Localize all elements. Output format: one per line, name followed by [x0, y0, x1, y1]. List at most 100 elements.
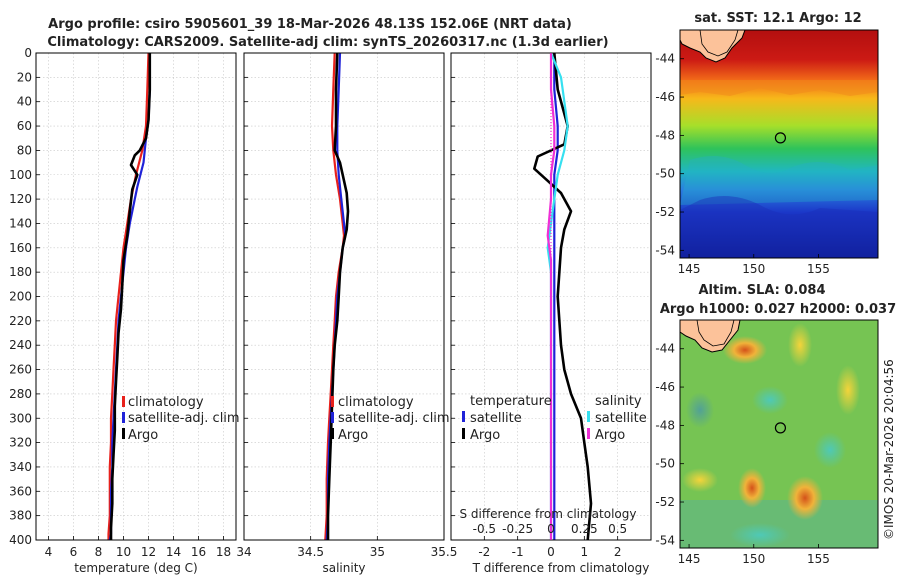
legend-label-t-argo: Argo [470, 428, 500, 443]
sst-map-ticks: 145 150 155 -44 -46 -48 -50 -52 -54 [655, 52, 830, 276]
y-tick-label: 220 [9, 314, 32, 328]
x-tick-label: 35 [370, 545, 385, 559]
temperature-axes: 4 6 8 10 12 14 16 18020406080100120140160180200… [9, 46, 237, 575]
map-x-tick-label: 155 [807, 552, 830, 566]
y-tick-label: 100 [9, 168, 32, 182]
map-x-tick-label: 150 [742, 552, 765, 566]
legend-swatch-t-argo [462, 428, 465, 439]
sst-map-title: sat. SST: 12.1 Argo: 12 [694, 11, 861, 26]
sla-high-5 [836, 365, 860, 415]
sst-map-frame [679, 29, 879, 259]
series-line-t-satellite [553, 53, 559, 540]
salinity-legend: climatology satellite-adj. clim Argo [331, 395, 450, 443]
credit-text: ©IMOS 20-Mar-2026 20:04:56 [882, 359, 896, 540]
x-tick-label: 34 [236, 545, 251, 559]
y-tick-label: 0 [24, 46, 32, 60]
y-tick-label: 360 [9, 484, 32, 498]
sla-low-2 [814, 432, 846, 468]
s-difference-tick-label: -0.25 [502, 522, 533, 536]
x-axis-label: T difference from climatology [472, 561, 650, 575]
legend-label-satellite: satellite-adj. clim [128, 411, 240, 426]
x-axis-label: salinity [322, 561, 365, 575]
map-y-tick-label: -54 [655, 533, 675, 547]
s-difference-tick-label: -0.5 [473, 522, 496, 536]
series-line-argo [326, 52, 350, 540]
series-line-satellite-adj-clim [108, 53, 151, 541]
argo-position-marker [774, 132, 787, 144]
x-tick-label: 0 [547, 545, 555, 559]
sla-high-2 [788, 323, 812, 367]
figure-title-line2: Climatology: CARS2009. Satellite-adj cli… [47, 35, 608, 50]
argo-position-marker [774, 422, 787, 434]
map-y-tick-label: -46 [655, 380, 675, 394]
legend-swatch-satellite [122, 412, 125, 423]
sla-low-4 [730, 523, 790, 547]
map-y-tick-label: -46 [655, 90, 675, 104]
y-tick-label: 120 [9, 192, 32, 206]
legend-swatch-s-argo [587, 428, 590, 439]
map-y-tick-label: -54 [655, 243, 675, 257]
sla-high-3 [738, 468, 766, 508]
legend-title-salinity: salinity [595, 394, 642, 409]
x-tick-label: 4 [45, 545, 53, 559]
sla-high-6 [682, 468, 718, 492]
map-y-tick-label: -48 [655, 418, 675, 432]
y-tick-label: 320 [9, 436, 32, 450]
map-y-tick-label: -52 [655, 205, 675, 219]
legend-label-argo: Argo [338, 428, 368, 443]
axes-frame [243, 52, 445, 541]
x-tick-label: 10 [116, 545, 131, 559]
sla-map-frame [679, 319, 879, 549]
y-tick-label: 380 [9, 509, 32, 523]
y-tick-label: 400 [9, 533, 32, 547]
legend-label-s-argo: Argo [595, 428, 625, 443]
y-tick-label: 340 [9, 460, 32, 474]
legend-swatch-satellite [331, 412, 334, 423]
s-difference-axis-label: S difference from climatology [460, 507, 637, 521]
sla-map-ticks: 145 150 155 -44 -46 -48 -50 -52 -54 [655, 342, 830, 566]
s-difference-ticks: -0.5 -0.25 0 0.25 0.5 [473, 522, 628, 536]
figure-title-line1: Argo profile: csiro 5905601_39 18-Mar-20… [48, 17, 572, 32]
legend-swatch-t-satellite [462, 411, 465, 422]
sla-high-4 [787, 476, 823, 520]
x-tick-label: 18 [216, 545, 231, 559]
series-line-climatology [107, 52, 150, 540]
map-y-tick-label: -44 [655, 342, 675, 356]
map-y-tick-label: -48 [655, 128, 675, 142]
sst-field [680, 30, 878, 258]
y-tick-label: 40 [17, 95, 32, 109]
x-tick-label: -2 [478, 545, 490, 559]
y-tick-label: 140 [9, 216, 32, 230]
salinity-axes: 34 34.5 35 35.5 salinity [236, 52, 458, 575]
sla-low-3 [686, 392, 714, 428]
map-y-tick-label: -52 [655, 495, 675, 509]
legend-label-climatology: climatology [338, 395, 414, 410]
series-line-argo [109, 53, 152, 540]
x-tick-label: 16 [191, 545, 206, 559]
map-x-tick-label: 155 [807, 262, 830, 276]
map-y-tick-label: -50 [655, 457, 675, 471]
legend-swatch-argo [331, 428, 334, 439]
map-y-tick-label: -44 [655, 52, 675, 66]
x-tick-label: 35.5 [431, 545, 458, 559]
y-tick-label: 300 [9, 411, 32, 425]
map-x-tick-label: 150 [742, 262, 765, 276]
y-tick-label: 240 [9, 338, 32, 352]
series-line-t-argo [533, 52, 593, 541]
sla-map-title-line2: Argo h1000: 0.027 h2000: 0.037 [660, 302, 896, 317]
x-tick-label: 12 [141, 545, 156, 559]
legend-title-temperature: temperature [470, 394, 552, 409]
x-tick-label: 8 [95, 545, 103, 559]
legend-label-s-satellite: satellite [595, 411, 647, 426]
sla-map-title-line1: Altim. SLA: 0.084 [699, 283, 826, 298]
series-line-climatology [324, 52, 346, 541]
x-tick-label: 34.5 [297, 545, 324, 559]
sst-front-cyan [680, 156, 878, 205]
axes-frame [35, 52, 237, 541]
legend-label-t-satellite: satellite [470, 411, 522, 426]
y-tick-label: 160 [9, 241, 32, 255]
legend-label-climatology: climatology [128, 395, 204, 410]
sst-cold-region [680, 196, 878, 258]
s-difference-tick-label: 0.25 [571, 522, 598, 536]
